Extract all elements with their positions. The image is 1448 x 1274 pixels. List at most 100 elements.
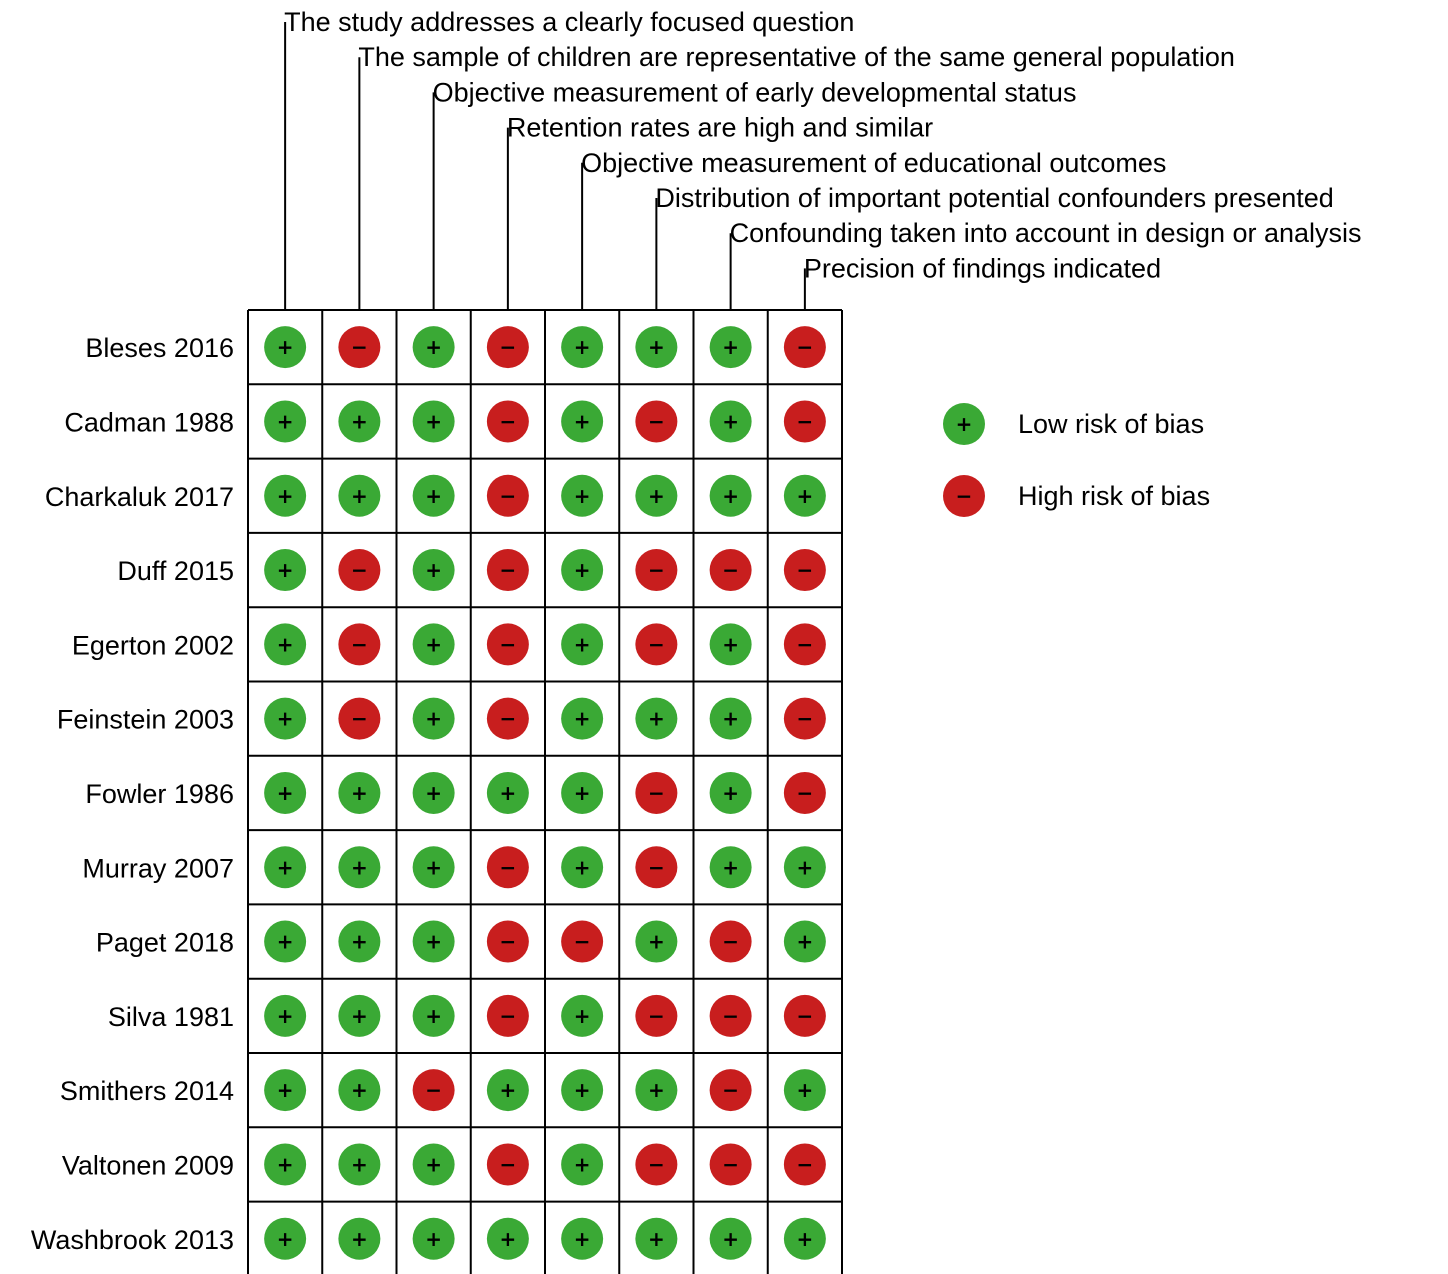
rating-high-circle: − (486, 549, 529, 592)
rating-high-circle: − (635, 623, 678, 666)
svg-text:+: + (722, 335, 739, 359)
rating-low-circle: + (709, 846, 752, 889)
rating-low-circle: + (338, 1069, 381, 1112)
svg-text:+: + (574, 409, 591, 433)
svg-text:+: + (277, 484, 294, 508)
rating-low-circle: + (709, 326, 752, 369)
rating-low-circle: + (412, 771, 455, 814)
rating-high-circle: − (783, 771, 826, 814)
rating-high-circle: − (561, 920, 604, 963)
rating-low-circle: + (635, 474, 678, 517)
svg-text:+: + (351, 1078, 368, 1102)
study-label: Smithers 2014 (60, 1076, 234, 1106)
domain-header-7: Confounding taken into account in design… (730, 218, 1362, 248)
study-label: Cadman 1988 (64, 407, 234, 437)
rating-low-circle: + (412, 920, 455, 963)
rating-low-circle: + (412, 697, 455, 740)
svg-text:−: − (425, 1078, 442, 1102)
svg-text:+: + (277, 1152, 294, 1176)
svg-text:−: − (499, 484, 516, 508)
rating-low-circle: + (264, 1217, 307, 1260)
svg-text:−: − (499, 409, 516, 433)
svg-text:+: + (796, 1078, 813, 1102)
svg-text:−: − (722, 558, 739, 582)
rating-low-circle: + (783, 474, 826, 517)
svg-text:+: + (277, 409, 294, 433)
rating-low-circle: + (412, 623, 455, 666)
svg-text:+: + (277, 335, 294, 359)
domain-header-3: Objective measurement of early developme… (433, 77, 1077, 107)
svg-text:+: + (574, 632, 591, 656)
rating-high-circle: − (486, 994, 529, 1037)
rating-low-circle: + (561, 697, 604, 740)
rating-high-circle: − (783, 623, 826, 666)
svg-text:+: + (796, 484, 813, 508)
rating-low-circle: + (635, 1069, 678, 1112)
rating-low-circle: + (783, 920, 826, 963)
rating-low-circle: + (264, 846, 307, 889)
study-label: Valtonen 2009 (62, 1150, 234, 1180)
svg-text:+: + (425, 707, 442, 731)
rating-low-circle: + (264, 326, 307, 369)
svg-text:−: − (648, 409, 665, 433)
rating-low-circle: + (561, 549, 604, 592)
svg-text:+: + (574, 1227, 591, 1251)
rating-high-circle: − (783, 994, 826, 1037)
rating-high-circle: − (635, 400, 678, 443)
study-label: Charkaluk 2017 (45, 482, 234, 512)
svg-text:−: − (351, 707, 368, 731)
rating-low-circle: + (561, 400, 604, 443)
rating-low-circle: + (338, 994, 381, 1037)
svg-text:+: + (425, 335, 442, 359)
svg-text:+: + (277, 632, 294, 656)
rating-high-circle: − (783, 326, 826, 369)
svg-text:+: + (425, 1004, 442, 1028)
svg-text:+: + (499, 1227, 516, 1251)
rating-low-circle: + (561, 623, 604, 666)
svg-text:+: + (351, 781, 368, 805)
rating-low-circle: + (709, 1217, 752, 1260)
rating-low-circle: + (412, 994, 455, 1037)
svg-text:−: − (722, 1152, 739, 1176)
legend-item-high: − High risk of bias (943, 475, 1210, 517)
rating-low-circle: + (338, 771, 381, 814)
rating-low-circle: + (264, 623, 307, 666)
svg-text:+: + (425, 1227, 442, 1251)
rating-low-circle: + (264, 994, 307, 1037)
svg-text:+: + (574, 335, 591, 359)
rating-low-circle: + (561, 994, 604, 1037)
svg-text:+: + (425, 930, 442, 954)
study-label: Fowler 1986 (85, 779, 234, 809)
rating-high-circle: − (709, 1069, 752, 1112)
svg-text:+: + (574, 484, 591, 508)
svg-text:+: + (956, 412, 973, 436)
svg-text:+: + (648, 484, 665, 508)
svg-text:+: + (351, 409, 368, 433)
svg-text:+: + (351, 855, 368, 879)
svg-text:+: + (574, 1004, 591, 1028)
rating-low-circle: + (412, 474, 455, 517)
svg-text:+: + (796, 930, 813, 954)
rating-high-circle: − (783, 549, 826, 592)
svg-text:+: + (796, 855, 813, 879)
svg-text:+: + (722, 632, 739, 656)
legend-symbol-high: − (943, 475, 985, 517)
svg-text:−: − (499, 1152, 516, 1176)
svg-text:+: + (648, 1227, 665, 1251)
rating-high-circle: − (635, 846, 678, 889)
rating-high-circle: − (783, 400, 826, 443)
rating-low-circle: + (338, 846, 381, 889)
rating-low-circle: + (338, 920, 381, 963)
study-label: Murray 2007 (82, 853, 234, 883)
rating-low-circle: + (338, 1217, 381, 1260)
rating-high-circle: − (486, 1143, 529, 1186)
svg-text:+: + (277, 1227, 294, 1251)
domain-header-5: Objective measurement of educational out… (581, 148, 1166, 178)
rating-high-circle: − (709, 1143, 752, 1186)
rating-low-circle: + (264, 771, 307, 814)
rating-high-circle: − (486, 846, 529, 889)
rating-low-circle: + (338, 474, 381, 517)
rating-low-circle: + (561, 1143, 604, 1186)
svg-text:+: + (277, 855, 294, 879)
